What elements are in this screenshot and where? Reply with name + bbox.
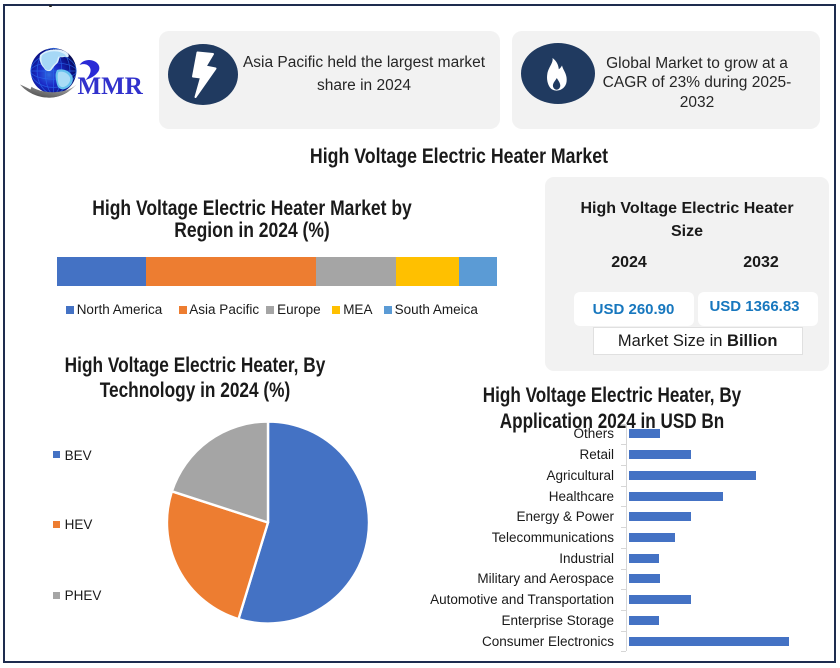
svg-text:MMR: MMR bbox=[78, 73, 144, 100]
